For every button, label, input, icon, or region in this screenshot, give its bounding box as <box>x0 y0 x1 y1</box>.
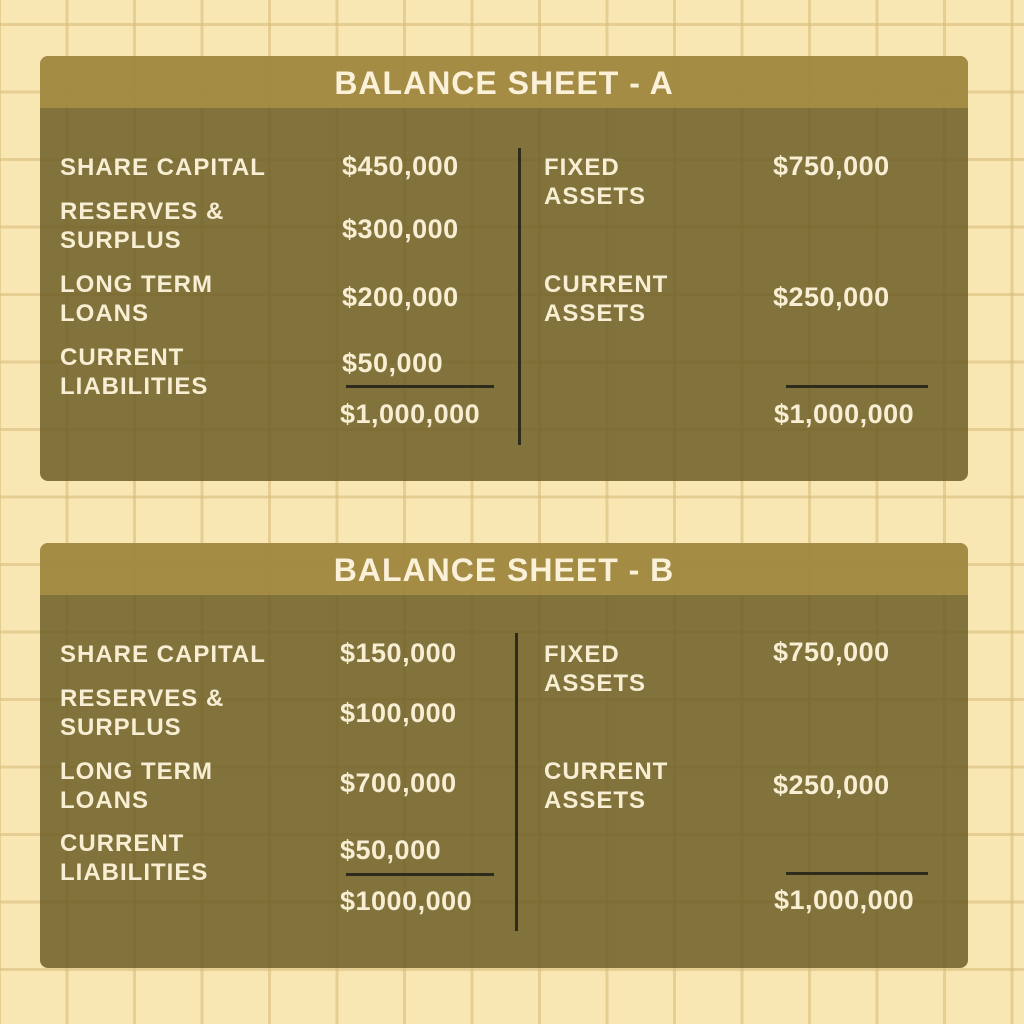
label-reserves-surplus: RESERVES & SURPLUS <box>60 685 225 741</box>
liabilities-total: $1,000,000 <box>340 399 481 429</box>
value-share-capital: $150,000 <box>340 638 457 668</box>
sheet-title: BALANCE SHEET - B <box>40 543 968 595</box>
value-fixed-assets: $750,000 <box>773 637 890 667</box>
value-current-assets: $250,000 <box>773 770 890 800</box>
balance-sheet-a: BALANCE SHEET - A SHARE CAPITAL $450,000… <box>40 56 968 481</box>
sheet-title: BALANCE SHEET - A <box>40 56 968 108</box>
balance-sheet-b: BALANCE SHEET - B SHARE CAPITAL $150,000… <box>40 543 968 968</box>
label-current-liabilities: CURRENT LIABILITIES <box>60 830 209 886</box>
label-current-assets: CURRENT ASSETS <box>544 271 669 327</box>
liabilities-total: $1000,000 <box>340 886 473 916</box>
assets-total-rule <box>786 385 928 388</box>
label-current-assets: CURRENT ASSETS <box>544 758 669 814</box>
value-share-capital: $450,000 <box>342 151 459 181</box>
label-share-capital: SHARE CAPITAL <box>60 641 266 668</box>
value-current-liabilities: $50,000 <box>342 348 444 378</box>
label-reserves-surplus: RESERVES & SURPLUS <box>60 198 225 254</box>
value-long-term-loans: $200,000 <box>342 282 459 312</box>
label-current-liabilities: CURRENT LIABILITIES <box>60 344 209 400</box>
label-fixed-assets: FIXED ASSETS <box>544 641 647 697</box>
assets-total: $1,000,000 <box>774 885 915 915</box>
assets-total: $1,000,000 <box>774 399 915 429</box>
value-long-term-loans: $700,000 <box>340 768 457 798</box>
label-share-capital: SHARE CAPITAL <box>60 154 266 181</box>
label-fixed-assets: FIXED ASSETS <box>544 154 647 210</box>
column-divider <box>518 148 521 445</box>
value-fixed-assets: $750,000 <box>773 151 890 181</box>
label-long-term-loans: LONG TERM LOANS <box>60 758 213 814</box>
liabilities-total-rule <box>346 873 494 876</box>
value-current-assets: $250,000 <box>773 282 890 312</box>
liabilities-total-rule <box>346 385 494 388</box>
value-reserves-surplus: $100,000 <box>340 698 457 728</box>
assets-total-rule <box>786 872 928 875</box>
value-reserves-surplus: $300,000 <box>342 214 459 244</box>
label-long-term-loans: LONG TERM LOANS <box>60 271 213 327</box>
column-divider <box>515 633 518 931</box>
value-current-liabilities: $50,000 <box>340 835 442 865</box>
